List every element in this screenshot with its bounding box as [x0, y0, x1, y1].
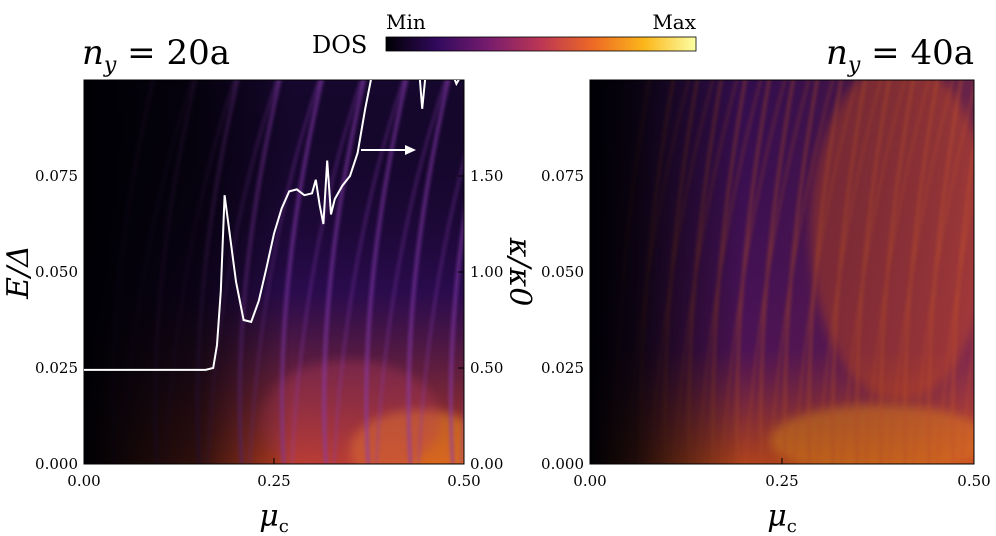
panel-b-title: ny = 40a — [826, 33, 974, 78]
panel-a-title: ny = 20a — [82, 33, 230, 78]
spectral-band — [986, 75, 996, 464]
x-tick-label: 0.50 — [447, 472, 480, 490]
secondary-y-tick-label: 1.50 — [470, 167, 503, 185]
panel-b: ny = 40a 0.00 0.25 0.50 0.000 0.025 0.050 0.07… — [541, 33, 996, 536]
x-tick-label: 0.00 — [67, 472, 100, 490]
y-tick-label: 0.000 — [541, 455, 584, 473]
panel-a-ylabel: E/Δ — [1, 245, 36, 300]
x-tick-label: 0.25 — [765, 472, 798, 490]
secondary-y-tick-label: 0.50 — [470, 359, 503, 377]
y-tick-label: 0.075 — [541, 167, 584, 185]
secondary-y-tick-label: 0.00 — [470, 455, 503, 473]
arrow-head — [405, 145, 416, 155]
spectral-band — [977, 75, 996, 464]
panel-a-xlabel: μc — [259, 499, 289, 536]
panel-a: ny = 20a 0.00 0.25 0.50 0.000 0.025 0.050 0.07… — [1, 33, 537, 536]
colorbar: DOS Min Max — [312, 10, 697, 59]
y-tick-label: 0.050 — [35, 263, 78, 281]
panel-b-ticks: 0.00 0.25 0.50 0.000 0.025 0.050 0.075 — [541, 167, 991, 490]
colorbar-gradient — [385, 36, 697, 52]
colorbar-min-label: Min — [386, 10, 426, 34]
y-tick-label: 0.025 — [35, 359, 78, 377]
secondary-y-tick-label: 1.00 — [470, 263, 503, 281]
panel-b-heatmap — [590, 75, 996, 464]
y-tick-label: 0.075 — [35, 167, 78, 185]
panel-a-heatmap — [84, 80, 464, 464]
panel-a-ticks: 0.00 0.25 0.500.0000.0250.0500.0750.000.50… — [35, 167, 503, 490]
panel-b-xlabel: μc — [767, 499, 797, 536]
x-tick-label: 0.00 — [573, 472, 606, 490]
arrow-annotation — [361, 145, 416, 155]
colorbar-label: DOS — [312, 31, 367, 59]
kappa-line — [84, 80, 460, 371]
y-tick-label: 0.025 — [541, 359, 584, 377]
colorbar-max-label: Max — [652, 10, 696, 34]
y-tick-label: 0.000 — [35, 455, 78, 473]
y-tick-label: 0.050 — [541, 263, 584, 281]
panel-a-secondary-ylabel: κ/κ0 — [502, 237, 537, 307]
x-tick-label: 0.25 — [257, 472, 290, 490]
x-tick-label: 0.50 — [957, 472, 990, 490]
